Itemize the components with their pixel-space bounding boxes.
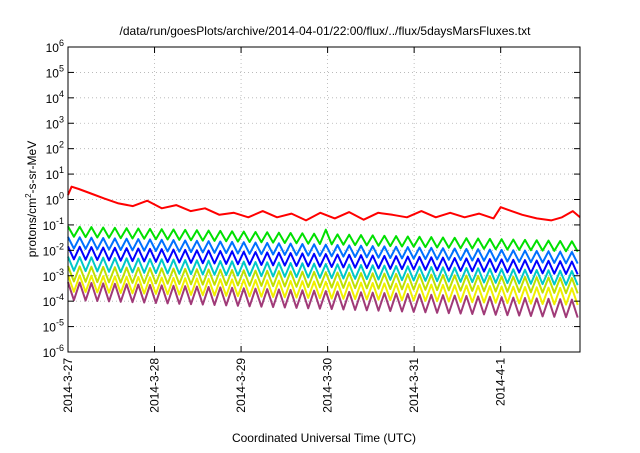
y-tick-label: 10-6	[43, 343, 64, 360]
y-tick-base: 10	[46, 66, 60, 80]
y-tick-label: 10-2	[43, 241, 64, 258]
y-tick-exponent: -3	[56, 267, 64, 277]
y-tick-exponent: -2	[56, 241, 64, 251]
x-tick-label: 2014-3-27	[61, 358, 75, 413]
y-tick-base: 10	[46, 194, 60, 208]
y-axis-label-post: -s-sr-MeV	[25, 141, 39, 194]
y-tick-label: 101	[46, 165, 64, 182]
series-line-5	[67, 256, 579, 286]
series-group	[67, 185, 581, 319]
y-tick-base: 10	[43, 244, 57, 258]
y-tick-base: 10	[46, 143, 60, 157]
y-tick-exponent: 6	[59, 38, 64, 48]
series-line-7	[67, 274, 579, 306]
grid	[68, 47, 580, 352]
y-tick-base: 10	[43, 295, 57, 309]
y-tick-base: 10	[46, 92, 60, 106]
series-line-6	[67, 265, 579, 295]
y-tick-exponent: 5	[59, 63, 64, 73]
y-axis-ticks: 10-610-510-410-310-210-11001011021031041…	[43, 38, 580, 360]
y-tick-base: 10	[43, 270, 57, 284]
y-tick-label: 10-1	[43, 216, 64, 233]
y-tick-exponent: -6	[56, 343, 64, 353]
y-tick-exponent: -5	[56, 318, 64, 328]
y-tick-label: 100	[46, 191, 64, 208]
y-axis-label-pre: protons/cm	[25, 198, 39, 257]
y-tick-base: 10	[43, 346, 57, 360]
x-tick-label: 2014-3-31	[407, 358, 421, 413]
y-tick-base: 10	[43, 219, 57, 233]
series-line-3	[67, 236, 579, 265]
y-tick-label: 104	[46, 89, 64, 106]
y-axis-label: protons/cm2-s-sr-MeV	[24, 141, 39, 257]
y-tick-exponent: 1	[59, 165, 64, 175]
x-axis-label: Coordinated Universal Time (UTC)	[232, 431, 416, 445]
series-line-8	[67, 281, 579, 319]
y-tick-label: 105	[46, 63, 64, 80]
x-axis-ticks: 2014-3-27 2014-3-28 2014-3-29 2014-3-30 2014…	[61, 47, 508, 413]
series-line-2	[67, 225, 579, 253]
x-tick-label: 2014-3-30	[321, 358, 335, 413]
y-tick-label: 10-5	[43, 318, 64, 335]
series-line-4	[67, 245, 579, 275]
y-tick-exponent: -4	[56, 292, 64, 302]
x-tick-label: 2014-3-29	[234, 358, 248, 413]
y-tick-base: 10	[46, 41, 60, 55]
series-line-1	[67, 185, 581, 222]
y-axis-label-sup: 2	[24, 193, 33, 198]
y-tick-exponent: 2	[59, 140, 64, 150]
x-tick-label: 2014-4-1	[494, 358, 508, 406]
y-tick-exponent: 0	[59, 191, 64, 201]
y-tick-exponent: 3	[59, 114, 64, 124]
y-tick-base: 10	[46, 117, 60, 131]
y-tick-label: 10-4	[43, 292, 64, 309]
y-tick-base: 10	[46, 168, 60, 182]
y-tick-label: 103	[46, 114, 64, 131]
y-tick-label: 102	[46, 140, 64, 157]
y-tick-exponent: 4	[59, 89, 64, 99]
x-tick-label: 2014-3-28	[148, 358, 162, 413]
y-tick-base: 10	[43, 321, 57, 335]
y-tick-label: 10-3	[43, 267, 64, 284]
y-tick-exponent: -1	[56, 216, 64, 226]
chart-title: /data/run/goesPlots/archive/2014-04-01/2…	[120, 24, 532, 38]
y-tick-label: 106	[46, 38, 64, 55]
